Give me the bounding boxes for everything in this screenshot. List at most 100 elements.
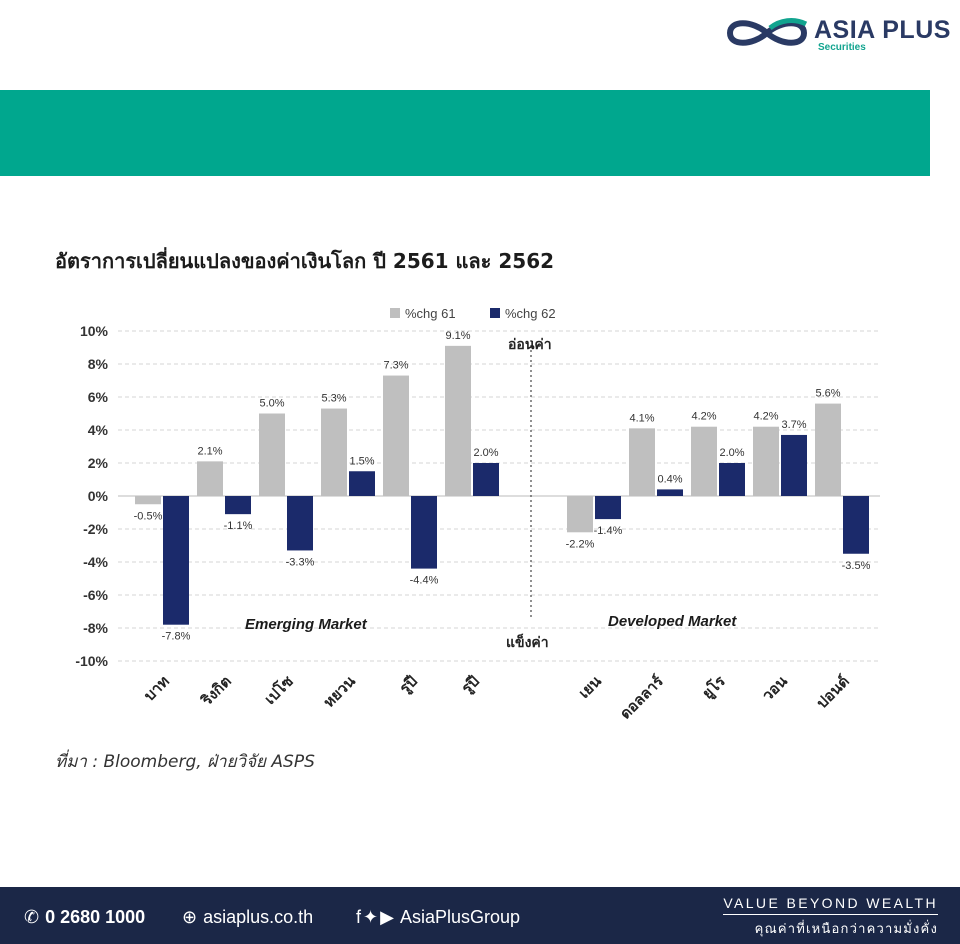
legend-label-61: %chg 61: [405, 306, 456, 321]
phone-text: 0 2680 1000: [45, 907, 146, 927]
data-label: -1.1%: [224, 520, 253, 532]
legend-label-62: %chg 62: [505, 306, 556, 321]
y-axis: -10% -8% -6% -4% -2% 0% 2% 4% 6% 8% 10%: [75, 323, 108, 669]
x-tick-label: ยูโร: [698, 671, 730, 703]
twitter-icon: ✦: [363, 907, 379, 927]
annotation-weaker: อ่อนค่า: [508, 336, 552, 352]
y-tick-label: 4%: [88, 422, 109, 438]
x-tick-label: รูปี: [458, 673, 483, 698]
data-label: 4.2%: [691, 411, 716, 423]
x-tick-label: รูปี: [396, 673, 421, 698]
data-label: 9.1%: [445, 330, 470, 342]
x-tick-label: ริงกิต: [197, 672, 235, 710]
footer-phone[interactable]: ✆ 0 2680 1000: [24, 907, 145, 928]
data-label: 7.3%: [383, 360, 408, 372]
annotation-developed: Developed Market: [608, 613, 737, 630]
data-label: 4.1%: [629, 412, 654, 424]
y-tick-label: -8%: [83, 620, 108, 636]
footer-tagline: VALUE BEYOND WEALTH คุณค่าที่เหนือกว่าคว…: [723, 895, 938, 939]
x-tick-label: เยน: [576, 672, 606, 702]
data-label: -0.5%: [134, 510, 163, 522]
data-label: 5.3%: [321, 393, 346, 405]
currency-bar-chart: -10% -8% -6% -4% -2% 0% 2% 4% 6% 8% 10% -0.5% 2.1% 5…: [75, 306, 880, 723]
footer-bar: ✆ 0 2680 1000 ⊕ asiaplus.co.th f ✦ ▶ AsiaPlus…: [0, 887, 960, 944]
bar-62: [287, 496, 313, 551]
annotation-emerging: Emerging Market: [245, 616, 368, 633]
bar-61: [197, 461, 223, 496]
x-tick-label: เปโซ: [260, 671, 297, 708]
tagline-en: VALUE BEYOND WEALTH: [723, 895, 938, 915]
bar-62: [719, 463, 745, 496]
y-tick-label: 6%: [88, 389, 109, 405]
x-tick-label: บาท: [141, 673, 173, 705]
website-text: asiaplus.co.th: [203, 907, 314, 927]
bar-61: [815, 403, 841, 496]
y-tick-label: -10%: [75, 653, 108, 669]
y-tick-label: -2%: [83, 521, 108, 537]
data-label: 0.4%: [657, 473, 682, 485]
header-band: [0, 90, 930, 176]
facebook-icon: f: [356, 907, 362, 927]
bar-61: [753, 426, 779, 496]
brand-sub: Securities: [818, 42, 866, 53]
data-label: -4.4%: [410, 575, 439, 587]
legend-swatch-61: [390, 308, 400, 318]
y-tick-label: -6%: [83, 587, 108, 603]
brand-name: ASIA PLUS: [814, 16, 951, 44]
bar-61: [629, 428, 655, 496]
bar-62: [781, 434, 807, 496]
tagline-th: คุณค่าที่เหนือกว่าความมั่งคั่ง: [754, 922, 938, 937]
data-label: -2.2%: [566, 538, 595, 550]
x-tick-label: ดอลลาร์: [616, 671, 667, 722]
footer-website[interactable]: ⊕ asiaplus.co.th: [182, 907, 313, 928]
grid-lines: [118, 330, 880, 662]
youtube-icon: ▶: [380, 907, 394, 927]
x-tick-label: วอน: [759, 672, 791, 704]
source-note: ที่มา : Bloomberg, ฝ่ายวิจัย ASPS: [55, 752, 315, 772]
bar-61: [321, 408, 347, 496]
bar-61: [691, 426, 717, 496]
x-axis: บาท ริงกิต เปโซ หยวน รูปี รูปี เยน ดอลลาร์ ยูโร ว…: [141, 671, 853, 723]
legend: %chg 61 %chg 62: [390, 306, 556, 321]
bar-61: [567, 496, 593, 533]
bar-62: [411, 496, 437, 569]
data-label: 2.0%: [719, 447, 744, 459]
data-label: 4.2%: [753, 411, 778, 423]
data-labels: -0.5% 2.1% 5.0% 5.3% 7.3% 9.1% -2.2% 4.1% 4.2% 4.…: [134, 330, 871, 643]
bar-62: [349, 471, 375, 496]
bar-62: [225, 496, 251, 515]
y-tick-label: 2%: [88, 455, 109, 471]
bar-61: [445, 345, 471, 496]
infinity-logo-icon: [726, 18, 808, 46]
data-label: 3.7%: [781, 419, 806, 431]
bar-62: [473, 463, 499, 496]
phone-icon: ✆: [24, 907, 40, 927]
brand-logo: ASIA PLUS Securities: [722, 12, 950, 58]
data-label: 1.5%: [349, 455, 374, 467]
x-tick-label: ปอนด์: [813, 672, 853, 712]
bar-61: [383, 375, 409, 496]
y-tick-label: -4%: [83, 554, 108, 570]
bar-62: [595, 496, 621, 520]
bar-61: [259, 413, 285, 496]
data-label: 5.0%: [259, 398, 284, 410]
page-title: อัตราการเปลี่ยนแปลงของค่าเงินโลก ปี 2561…: [55, 249, 555, 273]
y-tick-label: 0%: [88, 488, 109, 504]
bar-62: [843, 496, 869, 554]
data-label: 2.0%: [473, 447, 498, 459]
social-text: AsiaPlusGroup: [399, 907, 521, 927]
data-label: -3.5%: [842, 560, 871, 572]
bar-61: [135, 496, 161, 505]
legend-swatch-62: [490, 308, 500, 318]
bar-62: [163, 496, 189, 625]
y-tick-label: 8%: [88, 356, 109, 372]
bar-62: [657, 489, 683, 496]
globe-icon: ⊕: [182, 907, 198, 927]
annotation-stronger: แข็งค่า: [506, 633, 549, 650]
data-label: 2.1%: [197, 445, 222, 457]
data-label: -7.8%: [162, 631, 191, 643]
footer-social[interactable]: f ✦ ▶ AsiaPlusGroup: [356, 907, 520, 928]
x-tick-label: หยวน: [320, 672, 359, 711]
data-label: -3.3%: [286, 556, 315, 568]
data-label: -1.4%: [594, 525, 623, 537]
